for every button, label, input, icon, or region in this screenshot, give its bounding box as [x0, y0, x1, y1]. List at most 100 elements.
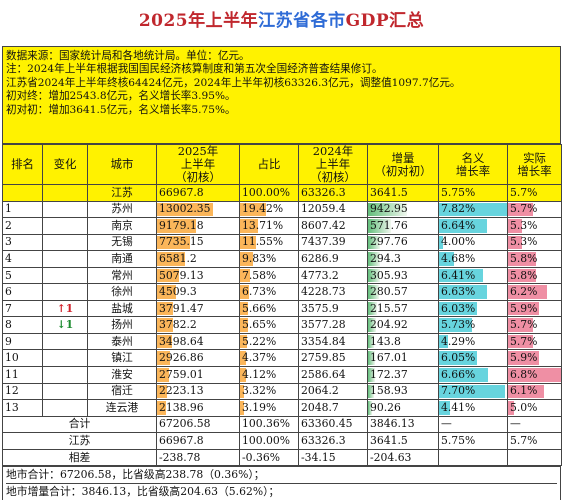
gdp2025-cell: 66967.8	[156, 184, 240, 202]
nominal-cell: 6.64%	[438, 217, 508, 235]
column-header: 增量 （初对初）	[367, 144, 439, 185]
real-cell: —	[507, 415, 562, 434]
city-cell: 江苏	[87, 184, 157, 202]
gdp2025-cell: 2759.01	[156, 366, 240, 384]
rank-cell	[2, 184, 43, 202]
share-cell: 4.12%	[239, 366, 299, 384]
gdp2024-cell: 3354.84	[298, 332, 368, 351]
nominal-cell: 6.63%	[438, 283, 508, 301]
real-cell-bar	[508, 368, 561, 382]
share-cell-bar	[240, 334, 247, 349]
rank-cell: 10	[2, 349, 43, 368]
real-cell-bar	[508, 301, 539, 316]
gdp2025-cell: -238.78	[156, 448, 240, 467]
gdp2025-cell-bar	[157, 235, 191, 250]
gdp2025-cell: 2926.86	[156, 349, 240, 368]
share-cell-bar	[240, 219, 259, 233]
city-cell: 无锡	[87, 233, 157, 252]
summary-row: 合计 67206.58 100.36% 63360.45 3846.13— —	[2, 415, 562, 434]
share-cell: 5.66%	[239, 299, 299, 318]
table-row: 5 常州 5079.13 7.58% 4773.2 305.93 6.41% 5.8%	[2, 266, 562, 285]
gdp2025-cell-bar	[157, 334, 172, 349]
table-row: 8 ↓1 扬州 3782.2 5.65% 3577.28 204.92 5.73% 5.7%	[2, 316, 562, 334]
nominal-cell: 7.82%	[438, 200, 508, 219]
increase-cell: 90.26	[367, 399, 439, 417]
share-cell: 3.32%	[239, 382, 299, 401]
increase-cell: 3641.5	[367, 184, 439, 202]
table-row: 13 连云港 2138.96 3.19% 2048.7 90.26 4.41% 5.0%	[2, 399, 562, 417]
gdp2024-cell: 7437.39	[298, 233, 368, 252]
real-cell: 5.7%	[507, 200, 562, 219]
gdp2024-cell: 3577.28	[298, 316, 368, 334]
real-cell: 6.1%	[507, 382, 562, 401]
share-cell-bar	[240, 202, 267, 217]
change-cell	[42, 366, 88, 384]
gdp2024-cell: 4228.73	[298, 283, 368, 301]
page-title: 2025年上半年江苏省各市GDP汇总	[0, 0, 563, 42]
share-cell-bar	[240, 235, 256, 250]
table-row: 11 淮安 2759.01 4.12% 2586.64 172.37 6.66% 6.8%	[2, 366, 562, 384]
gdp2025-cell-bar	[157, 252, 186, 266]
gdp2024-cell: 2586.64	[298, 366, 368, 384]
change-cell	[42, 200, 88, 219]
gdp2024-cell: 63326.3	[298, 184, 368, 202]
gdp2025-cell: 3498.64	[156, 332, 240, 351]
gdp2025-cell-bar	[157, 268, 179, 283]
gdp2024-cell: 2064.2	[298, 382, 368, 401]
share-cell: 4.37%	[239, 349, 299, 368]
column-header: 变化	[42, 144, 88, 185]
nominal-cell-bar	[439, 219, 488, 233]
change-cell	[42, 382, 88, 401]
rank-cell: 8	[2, 316, 43, 334]
note-line: 江苏省2024年上半年终核64424亿元，2024年上半年初核63326.3亿元…	[6, 76, 461, 89]
table-header-row: 排名 变化 城市 2025年 上半年 （初核） 占比 2024年 上半年 （初核） 增量 （初对初）名…	[2, 144, 562, 185]
increase-cell: 3641.5	[367, 432, 439, 450]
real-cell: 5.7%	[507, 432, 562, 450]
gdp2024-cell: 2048.7	[298, 399, 368, 417]
increase-cell-bar	[368, 334, 374, 349]
share-cell: 19.42%	[239, 200, 299, 219]
real-cell-bar	[508, 268, 537, 283]
city-cell: 泰州	[87, 332, 157, 351]
real-cell-bar	[508, 384, 545, 399]
real-cell-bar	[508, 235, 523, 250]
city-cell: 宿迁	[87, 382, 157, 401]
increase-cell-bar	[368, 219, 392, 233]
city-cell: 盐城	[87, 299, 157, 318]
nominal-cell-bar	[439, 318, 473, 332]
share-cell-bar	[240, 318, 248, 332]
gdp2024-cell: 6286.9	[298, 250, 368, 268]
gdp2025-cell-bar	[157, 301, 174, 316]
note-line: 注：2024年上半年根据我国国民经济核算制度和第五次全国经济普查结果修订。	[6, 63, 383, 76]
nominal-cell: 4.29%	[438, 332, 508, 351]
summary-label: 江苏	[2, 432, 157, 450]
increase-cell-bar	[368, 301, 377, 316]
change-cell	[42, 349, 88, 368]
share-cell: 100.36%	[239, 415, 299, 434]
share-cell: 13.71%	[239, 217, 299, 235]
share-cell: 5.22%	[239, 332, 299, 351]
rank-cell: 3	[2, 233, 43, 252]
gdp2024-cell: 8607.42	[298, 217, 368, 235]
nominal-cell: 5.75%	[438, 184, 508, 202]
increase-cell-bar	[368, 318, 377, 332]
gdp2025-cell: 67206.58	[156, 415, 240, 434]
city-cell: 常州	[87, 266, 157, 285]
real-cell: 5.9%	[507, 349, 562, 368]
increase-cell: 167.01	[367, 349, 439, 368]
change-cell	[42, 332, 88, 351]
change-cell	[42, 266, 88, 285]
share-cell-bar	[240, 301, 248, 316]
share-cell: 9.83%	[239, 250, 299, 268]
real-cell: 5.9%	[507, 299, 562, 318]
nominal-cell-bar	[439, 285, 488, 299]
title-part-gdp: GDP汇总	[345, 11, 425, 31]
gdp2025-cell: 5079.13	[156, 266, 240, 285]
city-cell: 连云港	[87, 399, 157, 417]
table-row: 2 南京 9179.18 13.71% 8607.42 571.76 6.64% 5.3%	[2, 217, 562, 235]
gdp2024-cell: 63360.45	[298, 415, 368, 434]
city-cell: 扬州	[87, 316, 157, 334]
share-cell: 5.65%	[239, 316, 299, 334]
share-cell: 6.73%	[239, 283, 299, 301]
gdp2025-cell: 13002.35	[156, 200, 240, 219]
